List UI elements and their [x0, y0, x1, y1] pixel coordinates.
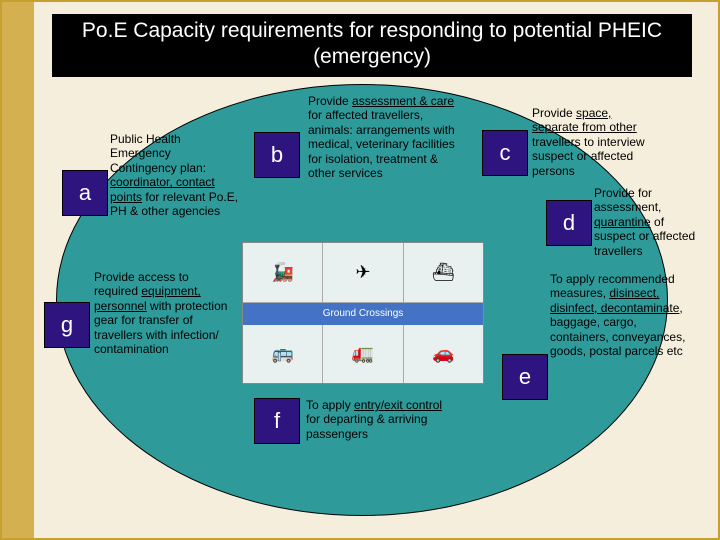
node-e-label: e [502, 354, 548, 400]
node-g-desc: Provide access to required equipment, pe… [94, 270, 234, 356]
ship-icon: ⛴ [404, 243, 483, 302]
node-d-desc: Provide for assessment, quarantine of su… [594, 186, 704, 258]
node-a-desc: Public Health Emergency Contingency plan… [110, 132, 240, 218]
bus-icon: 🚌 [243, 325, 323, 384]
car-icon: 🚗 [404, 325, 483, 384]
train-icon: 🚂 [243, 243, 323, 302]
airplane-icon: ✈ [323, 243, 403, 302]
node-c-label: c [482, 130, 528, 176]
page-title: Po.E Capacity requirements for respondin… [52, 14, 692, 77]
node-f-label: f [254, 398, 300, 444]
ground-crossings-label: Ground Crossings [243, 303, 483, 325]
node-g-label: g [44, 302, 90, 348]
node-d-label: d [546, 200, 592, 246]
node-c-desc: Provide space, separate from other trave… [532, 106, 660, 178]
truck-icon: 🚛 [323, 325, 403, 384]
transport-modes-graphic: 🚂 ✈ ⛴ Ground Crossings 🚌 🚛 🚗 [242, 242, 484, 384]
node-e-desc: To apply recommended measures, disinsect… [550, 272, 690, 358]
node-b-desc: Provide assessment & care for affected t… [308, 94, 456, 180]
node-b-label: b [254, 132, 300, 178]
node-a-label: a [62, 170, 108, 216]
node-f-desc: To apply entry/exit control for departin… [306, 398, 456, 441]
left-accent-bar [2, 2, 34, 538]
